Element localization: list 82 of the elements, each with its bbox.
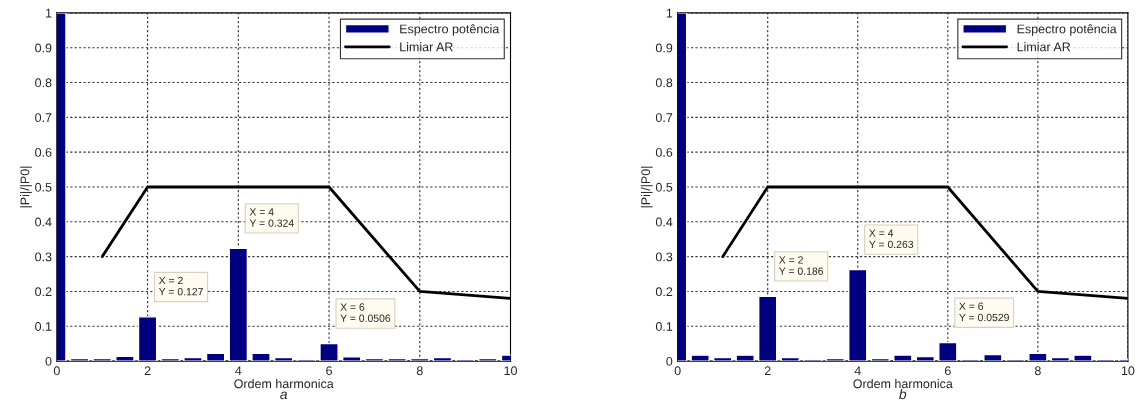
y-tick-label: 0.6 (35, 147, 52, 157)
bar (387, 357, 407, 362)
bar (432, 356, 453, 362)
y-tick-label: 0.1 (655, 322, 673, 331)
legend-label: Limiar AR (400, 42, 453, 52)
bar (712, 356, 733, 362)
y-tick-label: 0.2 (35, 287, 52, 297)
bar (319, 342, 339, 362)
legend-label: Espectro potência (1017, 24, 1117, 36)
bar (183, 356, 203, 362)
text: b (899, 388, 907, 400)
bar (848, 268, 868, 362)
bar (1073, 354, 1093, 362)
y-tick-label: 0.4 (655, 217, 673, 227)
bar (228, 247, 249, 362)
bar (735, 354, 755, 362)
legend-label: Espectro potência (400, 24, 500, 36)
y-tick-label: 0.6 (655, 147, 673, 157)
bar (893, 354, 913, 362)
bar (758, 295, 778, 362)
annotation: X = 6 Y = 0.0529 (959, 302, 1009, 322)
bar (137, 316, 158, 362)
y-axis-title: |Pi|/|P0| (20, 166, 32, 208)
bar (341, 356, 362, 362)
annotation: X = 2 Y = 0.186 (779, 256, 824, 275)
annotation: X = 4 Y = 0.263 (869, 229, 914, 249)
bar (410, 357, 430, 362)
legend-label: Limiar AR (1017, 42, 1071, 52)
bar (364, 357, 385, 362)
bar (92, 357, 112, 362)
x-tick-label: 6 (944, 366, 951, 376)
x-tick-label: 0 (674, 366, 681, 376)
x-tick-label: 10 (504, 366, 517, 376)
x-axis-title: Ordem harmonica (853, 378, 953, 389)
y-tick-label: 0.5 (35, 182, 52, 192)
x-tick-label: 4 (235, 366, 242, 376)
y-tick-label: 1 (666, 8, 673, 18)
bar (273, 356, 294, 362)
text: a (280, 391, 288, 400)
bar (690, 354, 710, 362)
annotation: X = 6 Y = 0.0506 (340, 303, 391, 322)
y-tick-label: 0.5 (655, 182, 673, 192)
y-tick-label: 0.9 (35, 43, 52, 53)
y-tick-label: 0.3 (35, 252, 52, 262)
line-series (100, 185, 511, 300)
x-tick-label: 8 (1034, 366, 1041, 376)
x-tick-label: 0 (53, 366, 60, 376)
x-tick-label: 6 (326, 366, 332, 376)
bar (1028, 352, 1048, 362)
y-axis-title: |Pi|/|P0| (640, 166, 653, 208)
x-tick-label: 2 (144, 366, 151, 376)
bar (205, 352, 226, 362)
bar (160, 357, 181, 362)
y-tick-label: 0.1 (35, 322, 52, 331)
bar (251, 352, 271, 362)
bar (115, 355, 135, 362)
x-tick-label: 8 (416, 366, 423, 376)
bar (1050, 356, 1071, 362)
x-tick-label: 10 (1121, 366, 1135, 376)
bar (983, 353, 1003, 362)
x-axis-title: Ordem harmonica (234, 378, 334, 389)
y-tick-label: 0.8 (35, 78, 52, 88)
x-tick-label: 2 (764, 366, 771, 376)
y-tick-label: 0.9 (655, 43, 673, 53)
bar (825, 357, 845, 362)
bar (870, 357, 890, 362)
x-tick-label: 4 (854, 366, 861, 376)
annotation: X = 4 Y = 0.324 (249, 208, 294, 227)
y-tick-label: 0.4 (35, 217, 52, 227)
y-tick-label: 0 (666, 356, 673, 366)
y-tick-label: 1 (45, 8, 52, 18)
y-tick-label: 0.2 (655, 287, 673, 297)
bar (938, 341, 958, 362)
bar (915, 355, 935, 362)
y-tick-label: 0.3 (655, 252, 673, 262)
y-tick-label: 0.8 (655, 78, 673, 88)
y-tick-label: 0 (45, 356, 52, 366)
y-tick-label: 0.7 (35, 113, 52, 123)
bar (69, 357, 90, 362)
annotation: X = 2 Y = 0.127 (158, 276, 203, 296)
y-tick-label: 0.7 (655, 113, 673, 123)
bar (780, 356, 800, 362)
